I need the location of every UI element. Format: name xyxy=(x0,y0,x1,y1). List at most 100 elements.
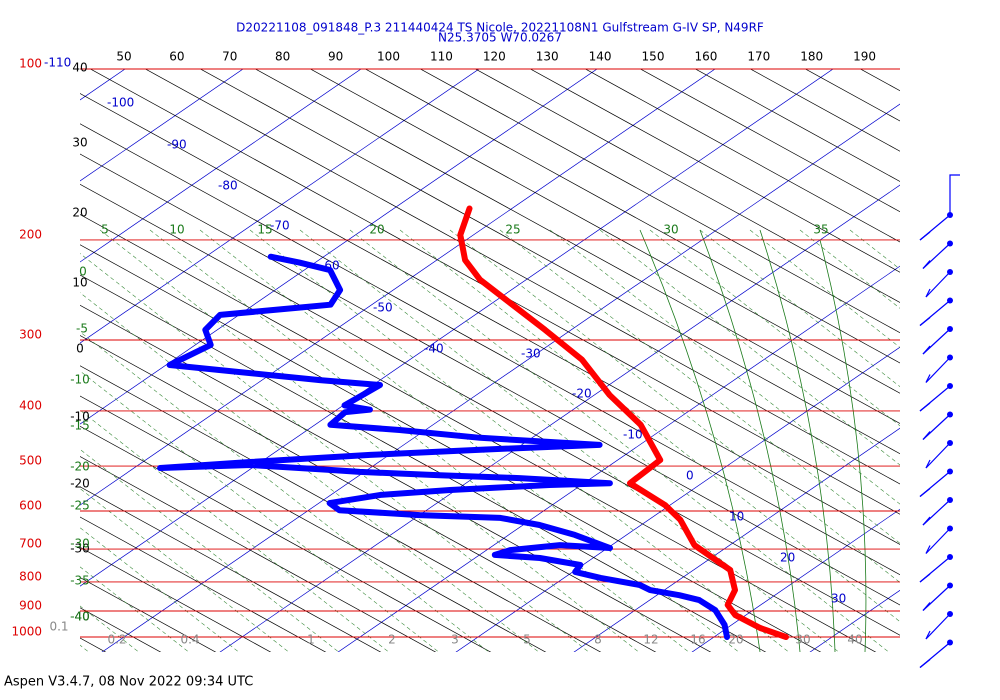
isotherm xyxy=(80,69,362,263)
moist-adiabat xyxy=(80,409,390,652)
moist-adiabat xyxy=(749,229,900,348)
mixing-ratio-labels: 1 xyxy=(307,633,315,647)
pressure-label: 400 xyxy=(19,398,42,412)
isotherm xyxy=(858,0,1000,700)
barb-staff xyxy=(925,613,951,640)
isotherm-labels: -100 xyxy=(107,96,134,110)
barb-staff xyxy=(922,499,951,526)
isotherm-labels: -50 xyxy=(373,301,393,315)
isotherm-labels: -30 xyxy=(521,347,541,361)
barb-staff xyxy=(925,442,951,469)
mixing-ratio-labels: 20 xyxy=(728,633,743,647)
saturation-curve xyxy=(759,229,836,652)
barb-flag xyxy=(925,374,931,383)
isotherm-labels: -110 xyxy=(44,56,71,70)
top-tick-label: 100 xyxy=(377,50,400,64)
moist-adiabat xyxy=(499,229,900,544)
isotherm xyxy=(101,103,900,652)
barb-staff xyxy=(949,174,960,215)
saturation-curve xyxy=(639,229,761,652)
dry-adiabat xyxy=(80,486,382,652)
height-labels: 20 xyxy=(72,206,87,220)
barb-dot xyxy=(947,326,953,332)
isotherm-labels: 20 xyxy=(780,551,795,565)
moist-adiabat xyxy=(449,229,900,583)
green-left-labels: 0 xyxy=(79,265,87,279)
top-tick-label: 50 xyxy=(116,50,131,64)
dry-adiabat xyxy=(80,93,900,545)
green-left-labels: -40 xyxy=(70,610,90,624)
green-left-labels: -15 xyxy=(70,419,90,433)
top-tick-label: 80 xyxy=(275,50,290,64)
chart-subtitle: N25.3705 W70.0267 xyxy=(438,31,562,45)
dry-adiabat xyxy=(80,153,900,606)
wind-barbs xyxy=(919,174,960,668)
height-labels: 0 xyxy=(76,342,84,356)
barb-flag xyxy=(919,659,931,668)
top-tick-label: 120 xyxy=(483,50,506,64)
moist-adiabat xyxy=(549,229,900,505)
isotherm-labels: -40 xyxy=(424,342,444,356)
mixing-ratio-labels: 30 xyxy=(795,633,810,647)
green-left-labels: -10 xyxy=(70,373,90,387)
dry-adiabat xyxy=(80,274,767,652)
barb-flag xyxy=(919,317,931,326)
barb-dot xyxy=(947,468,953,475)
isotherm xyxy=(976,0,1000,700)
mixing-ratio-labels: 0.2 xyxy=(107,633,126,647)
isotherm xyxy=(80,69,716,506)
moist-adiabat xyxy=(80,292,540,652)
green-top-labels: 30 xyxy=(663,223,678,237)
green-top-labels: 10 xyxy=(169,223,184,237)
top-tick-label: 140 xyxy=(589,50,612,64)
isotherm xyxy=(80,69,480,344)
mixing-ratio-labels: 2 xyxy=(388,633,396,647)
pressure-label: 300 xyxy=(19,328,42,342)
dry-adiabat xyxy=(955,0,1000,660)
dry-adiabat xyxy=(80,123,900,576)
barb-flag xyxy=(922,260,931,269)
pressure-label: 100 xyxy=(19,57,42,71)
height-labels: 10 xyxy=(72,276,87,290)
barb-staff xyxy=(925,271,951,298)
isotherm xyxy=(809,589,900,652)
green-left-labels: -25 xyxy=(70,499,90,513)
height-labels: -20 xyxy=(70,477,90,491)
isotherm xyxy=(573,427,900,652)
pressure-label: 200 xyxy=(19,227,42,241)
moist-adiabat xyxy=(99,229,640,652)
barb-staff xyxy=(922,414,951,440)
dry-adiabat xyxy=(804,69,900,122)
barb-dot xyxy=(947,611,953,617)
dry-adiabat xyxy=(80,546,272,652)
dry-adiabat xyxy=(419,69,900,334)
isotherm xyxy=(337,265,900,652)
barb-staff xyxy=(922,585,951,611)
height-labels: -30 xyxy=(70,542,90,556)
isotherm xyxy=(80,69,244,182)
green-left-labels: -35 xyxy=(70,574,90,588)
barb-dot xyxy=(947,440,953,446)
moist-adiabat xyxy=(649,229,900,427)
pressure-label: 1000 xyxy=(11,625,42,639)
isotherm xyxy=(455,346,900,652)
barb-flag xyxy=(922,345,931,355)
barb-staff xyxy=(925,357,951,383)
barb-dot xyxy=(947,525,953,532)
dry-adiabat xyxy=(89,69,900,515)
barb-flag xyxy=(925,288,931,298)
dry-adiabat xyxy=(80,183,900,636)
height-labels: 30 xyxy=(72,136,87,150)
isotherm-labels: -90 xyxy=(167,138,187,152)
barb-staff xyxy=(922,328,951,355)
moist-adiabat xyxy=(399,229,900,623)
footer: Aspen V3.4.7, 08 Nov 2022 09:34 UTC xyxy=(4,675,253,690)
barb-flag xyxy=(925,630,931,640)
barb-dot xyxy=(947,240,953,247)
top-tick-label: 110 xyxy=(430,50,453,64)
mixing-ratio-labels: 16 xyxy=(690,633,705,647)
isotherm-labels: -10 xyxy=(623,428,643,442)
mixing-ratio-labels: 5 xyxy=(523,633,531,647)
moist-adiabat xyxy=(699,229,900,388)
top-tick-label: 150 xyxy=(642,50,665,64)
